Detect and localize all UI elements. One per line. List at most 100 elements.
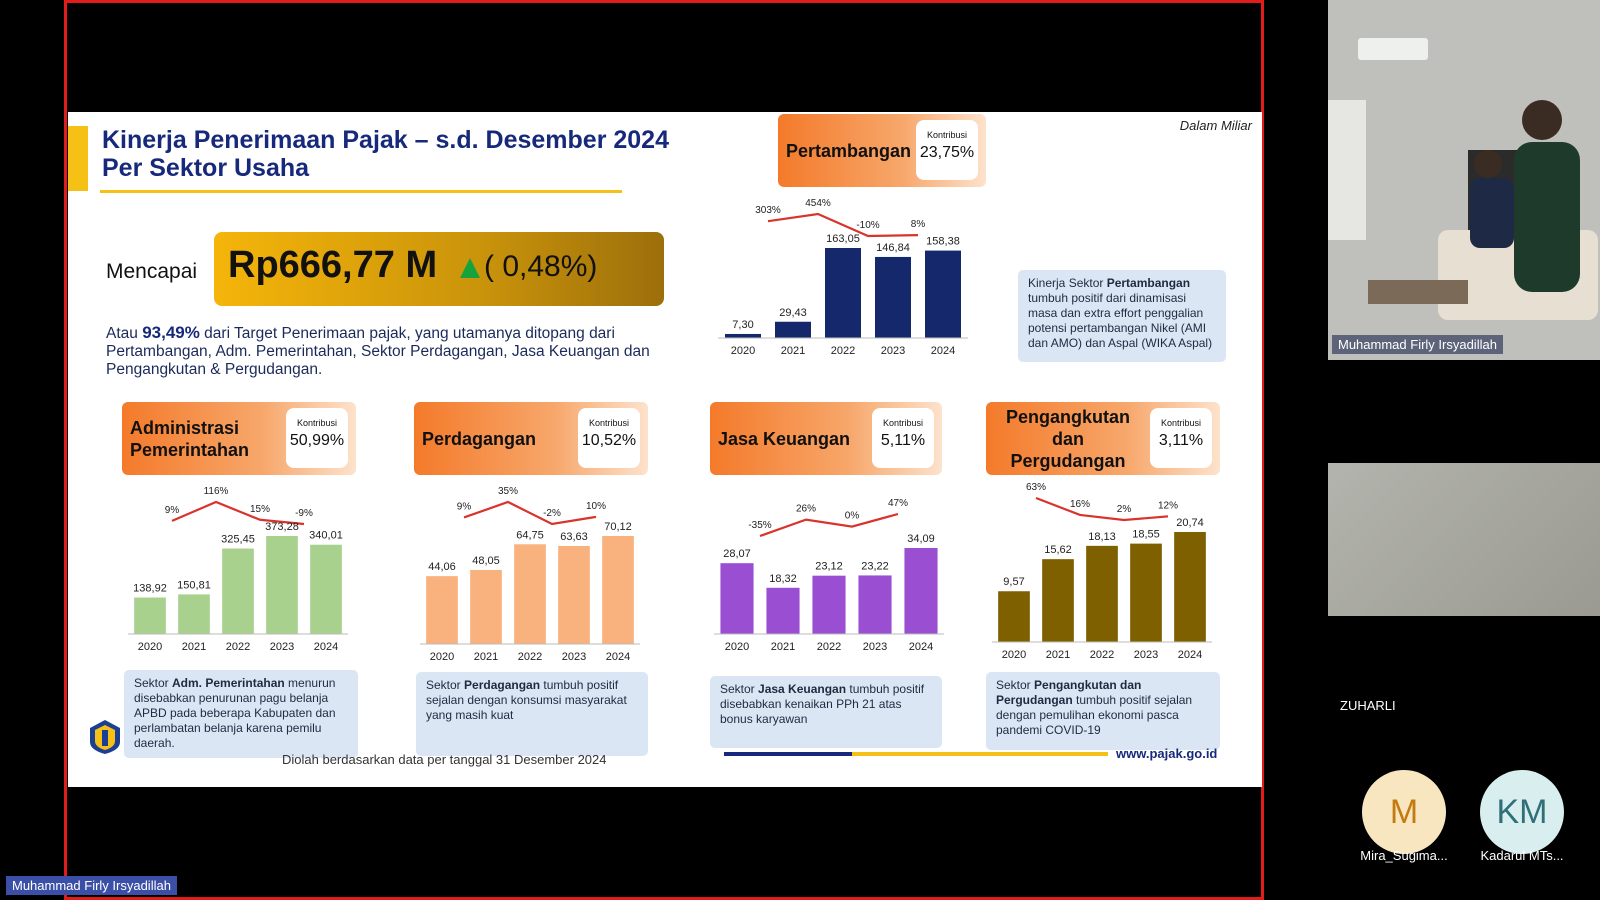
- bar: [904, 548, 938, 634]
- year-label: 2021: [781, 345, 805, 357]
- participant-name-kadarul: Kadarul MTs...: [1480, 848, 1564, 863]
- sector-name: Pertambangan: [786, 140, 912, 161]
- mencapai-label: Mencapai: [106, 260, 198, 283]
- note-pre: Kinerja Sektor: [1028, 276, 1107, 290]
- growth-line: [767, 212, 919, 238]
- contribution-box: Kontribusi 5,11%: [872, 408, 934, 468]
- bar: [766, 587, 800, 634]
- bar: [558, 545, 590, 644]
- participant-name-mira: Mira_Sugima...: [1360, 848, 1448, 863]
- value-label: 163,05: [826, 233, 860, 245]
- bar: [725, 333, 761, 338]
- year-label: 2020: [430, 651, 454, 663]
- value-label: 15,62: [1044, 544, 1072, 556]
- value-label: 48,05: [472, 555, 500, 567]
- bar: [266, 536, 298, 634]
- value-label: 7,30: [732, 319, 753, 331]
- presenter-label: Muhammad Firly Irsyadillah: [6, 876, 177, 895]
- avatar-kadarul[interactable]: KM: [1480, 770, 1564, 854]
- summary-post: dari Target Penerimaan pajak, yang utama…: [106, 325, 650, 378]
- note-pre: Sektor: [996, 678, 1035, 692]
- value-label: 29,43: [779, 307, 807, 319]
- growth-label: -10%: [856, 220, 879, 231]
- value-label: 18,13: [1088, 531, 1116, 543]
- note-post: tumbuh positif disebabkan kenaikan PPh 2…: [720, 682, 925, 726]
- year-label: 2021: [182, 641, 206, 653]
- note-bold: Adm. Pemerintahan: [172, 676, 285, 690]
- bar: [470, 569, 502, 644]
- footer-bar-yellow: [852, 752, 1108, 756]
- chart-perdagangan: 9% 35% -2% 10% 44,06 2020 48,05 2021 64,75 2022 63…: [420, 486, 640, 663]
- year-label: 2022: [1090, 649, 1114, 661]
- bar: [775, 321, 811, 338]
- bar: [602, 536, 634, 644]
- bar: [825, 248, 861, 338]
- contribution-label: Kontribusi: [1160, 418, 1202, 428]
- avatar-mira[interactable]: M: [1362, 770, 1446, 854]
- bar: [1174, 532, 1206, 642]
- chart-adm: 9% 116% 15% -9% 138,92 2020 150,81 2021 325,45 20…: [128, 486, 348, 653]
- triangle-up-icon: [460, 258, 480, 278]
- summary-pre: Atau: [106, 325, 143, 342]
- contribution-value: 3,11%: [1158, 432, 1204, 449]
- slide-title-line1: Kinerja Penerimaan Pajak – s.d. Desember…: [102, 126, 669, 154]
- growth-label: 8%: [911, 219, 926, 230]
- bar: [1130, 543, 1162, 642]
- contribution-label: Kontribusi: [588, 418, 630, 428]
- bar: [426, 576, 458, 644]
- bar: [1086, 545, 1118, 642]
- bar: [720, 563, 754, 634]
- sector-name: Administrasi Pemerintahan: [130, 417, 250, 460]
- value-label: 20,74: [1176, 517, 1204, 529]
- bar: [875, 256, 911, 338]
- summary-text: Atau 93,49% dari Target Penerimaan pajak…: [106, 324, 706, 379]
- title-underline: [100, 190, 622, 193]
- djp-logo-icon: [90, 720, 120, 754]
- value-label: 18,55: [1132, 529, 1160, 541]
- contribution-value: 50,99%: [289, 432, 345, 449]
- bar: [178, 594, 210, 634]
- contribution-label: Kontribusi: [882, 418, 924, 428]
- bar: [514, 544, 546, 644]
- growth-label: 35%: [498, 486, 518, 497]
- growth-label: -9%: [295, 508, 313, 519]
- footer-url: www.pajak.go.id: [1116, 746, 1218, 761]
- value-label: 158,38: [926, 236, 960, 248]
- year-label: 2024: [909, 641, 933, 653]
- value-label: 23,22: [861, 560, 889, 572]
- year-label: 2020: [138, 641, 162, 653]
- note-pre: Sektor: [426, 678, 465, 692]
- bar: [998, 591, 1030, 642]
- presentation-slide: Kinerja Penerimaan Pajak – s.d. Desember…: [68, 112, 1262, 787]
- value-label: 340,01: [309, 530, 343, 542]
- sector-name: Jasa Keuangan: [718, 428, 851, 449]
- year-label: 2023: [270, 641, 294, 653]
- contribution-box: Kontribusi 3,11%: [1150, 408, 1212, 468]
- growth-label: 10%: [586, 501, 606, 512]
- year-label: 2023: [562, 651, 586, 663]
- note-bold: Jasa Keuangan: [758, 682, 847, 696]
- growth-line: [759, 512, 899, 538]
- note-perdagangan: Sektor Perdagangan tumbuh positif sejala…: [416, 672, 648, 756]
- year-label: 2020: [1002, 649, 1026, 661]
- value-label: 150,81: [177, 579, 211, 591]
- growth-label: 63%: [1026, 482, 1046, 493]
- value-label: 34,09: [907, 533, 935, 545]
- value-label: 64,75: [516, 529, 544, 541]
- year-label: 2023: [1134, 649, 1158, 661]
- value-label: 70,12: [604, 521, 632, 533]
- unit-note: Dalam Miliar: [1179, 118, 1252, 133]
- video-tile-blank[interactable]: [1328, 463, 1600, 616]
- sector-header-pengangkutan: Pengangkutan dan Pergudangan Kontribusi …: [986, 402, 1220, 475]
- chart-jasa: -35% 26% 0% 47% 28,07 2020 18,32 2021 23,12 2022 2…: [714, 498, 944, 653]
- growth-label: 16%: [1070, 499, 1090, 510]
- kpi-box: Rp666,77 M ( 0,48%): [214, 232, 664, 306]
- growth-line: [171, 500, 305, 526]
- video-tile-firly[interactable]: Muhammad Firly Irsyadillah: [1328, 0, 1600, 360]
- kpi-change: ( 0,48%): [484, 250, 598, 283]
- sector-header-perdagangan: Perdagangan Kontribusi 10,52%: [414, 402, 648, 475]
- sector-name: Perdagangan: [422, 428, 537, 449]
- year-label: 2022: [817, 641, 841, 653]
- contribution-box: Kontribusi 23,75%: [916, 120, 978, 180]
- contribution-box: Kontribusi 10,52%: [578, 408, 640, 468]
